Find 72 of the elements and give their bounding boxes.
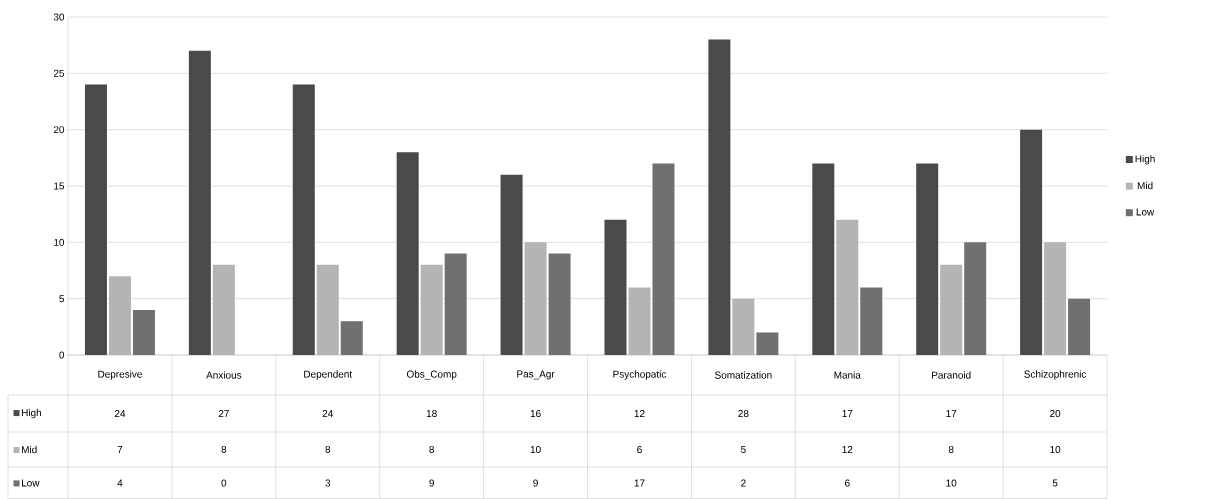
data-label: 3 xyxy=(325,479,331,487)
y-tick-label: 10 xyxy=(54,238,65,246)
bar xyxy=(1068,298,1091,355)
data-label: 16 xyxy=(530,409,541,418)
legend-label: Low xyxy=(1136,208,1155,216)
data-label: 12 xyxy=(634,410,645,417)
data-label: 8 xyxy=(221,445,227,454)
x-tick-label: Anxious xyxy=(206,371,242,379)
text: High xyxy=(1135,155,1155,165)
bar xyxy=(964,242,987,355)
bar xyxy=(396,152,419,355)
data-label: 17 xyxy=(634,479,645,487)
bar xyxy=(860,287,883,355)
data-label: 10 xyxy=(1050,445,1061,454)
data-label: 20 xyxy=(1050,409,1061,418)
bar xyxy=(292,84,315,355)
bar xyxy=(548,253,571,355)
data-label: 2 xyxy=(741,479,746,487)
y-tick-label: 5 xyxy=(59,295,65,303)
data-label: 5 xyxy=(1052,479,1058,487)
data-label: 6 xyxy=(637,445,642,454)
bar xyxy=(500,174,523,355)
data-label: 27 xyxy=(218,410,229,417)
data-label: 5 xyxy=(741,446,746,453)
data-label: 18 xyxy=(426,409,437,418)
data-label: 6 xyxy=(845,479,850,487)
bar xyxy=(132,309,155,355)
bar xyxy=(756,332,779,355)
bar xyxy=(188,50,211,355)
bar xyxy=(1020,129,1043,355)
data-label: 4 xyxy=(117,479,123,487)
data-label: 9 xyxy=(533,479,538,487)
bar xyxy=(340,321,363,355)
y-tick-label: 30 xyxy=(53,13,65,21)
y-tick-label: 15 xyxy=(54,182,65,190)
x-tick-label: Somatization xyxy=(715,371,772,379)
x-tick-label: Mania xyxy=(834,371,861,379)
x-tick-label: Obs_Comp xyxy=(406,370,457,380)
data-label: 10 xyxy=(946,479,957,487)
data-label: 9 xyxy=(429,479,434,487)
data-label: 24 xyxy=(322,410,334,417)
data-label: 7 xyxy=(117,446,123,453)
data-label: 10 xyxy=(530,445,541,454)
data-label: 28 xyxy=(738,409,749,418)
data-label: 8 xyxy=(948,445,954,454)
data-label: 24 xyxy=(114,410,126,417)
y-tick-label: 0 xyxy=(59,351,65,359)
text: Low xyxy=(21,479,40,487)
bar xyxy=(444,253,467,355)
text: Mid xyxy=(21,445,37,454)
data-label: 12 xyxy=(842,446,853,453)
bar xyxy=(812,163,835,355)
x-tick-label: Psychopatic xyxy=(613,370,667,380)
bar xyxy=(652,163,675,355)
data-label: 0 xyxy=(221,479,227,487)
data-label: 8 xyxy=(429,445,435,454)
y-tick-label: 20 xyxy=(53,126,65,134)
bar xyxy=(604,219,627,355)
data-label: 17 xyxy=(842,410,853,417)
legend-label: Mid xyxy=(1137,181,1153,190)
x-tick-label: Pas_Agr xyxy=(517,370,555,380)
x-tick-label: Paranoid xyxy=(932,371,971,379)
x-tick-label: Depresive xyxy=(98,370,142,380)
bar xyxy=(708,39,731,355)
bar xyxy=(84,84,107,355)
legend-label: High xyxy=(21,408,42,419)
y-tick-label: 25 xyxy=(53,69,65,77)
x-tick-label: Schizophrenic xyxy=(1024,370,1087,380)
data-label: 8 xyxy=(325,445,331,454)
bar xyxy=(916,163,939,355)
x-tick-label: Dependent xyxy=(304,370,353,380)
data-label: 17 xyxy=(946,410,957,417)
